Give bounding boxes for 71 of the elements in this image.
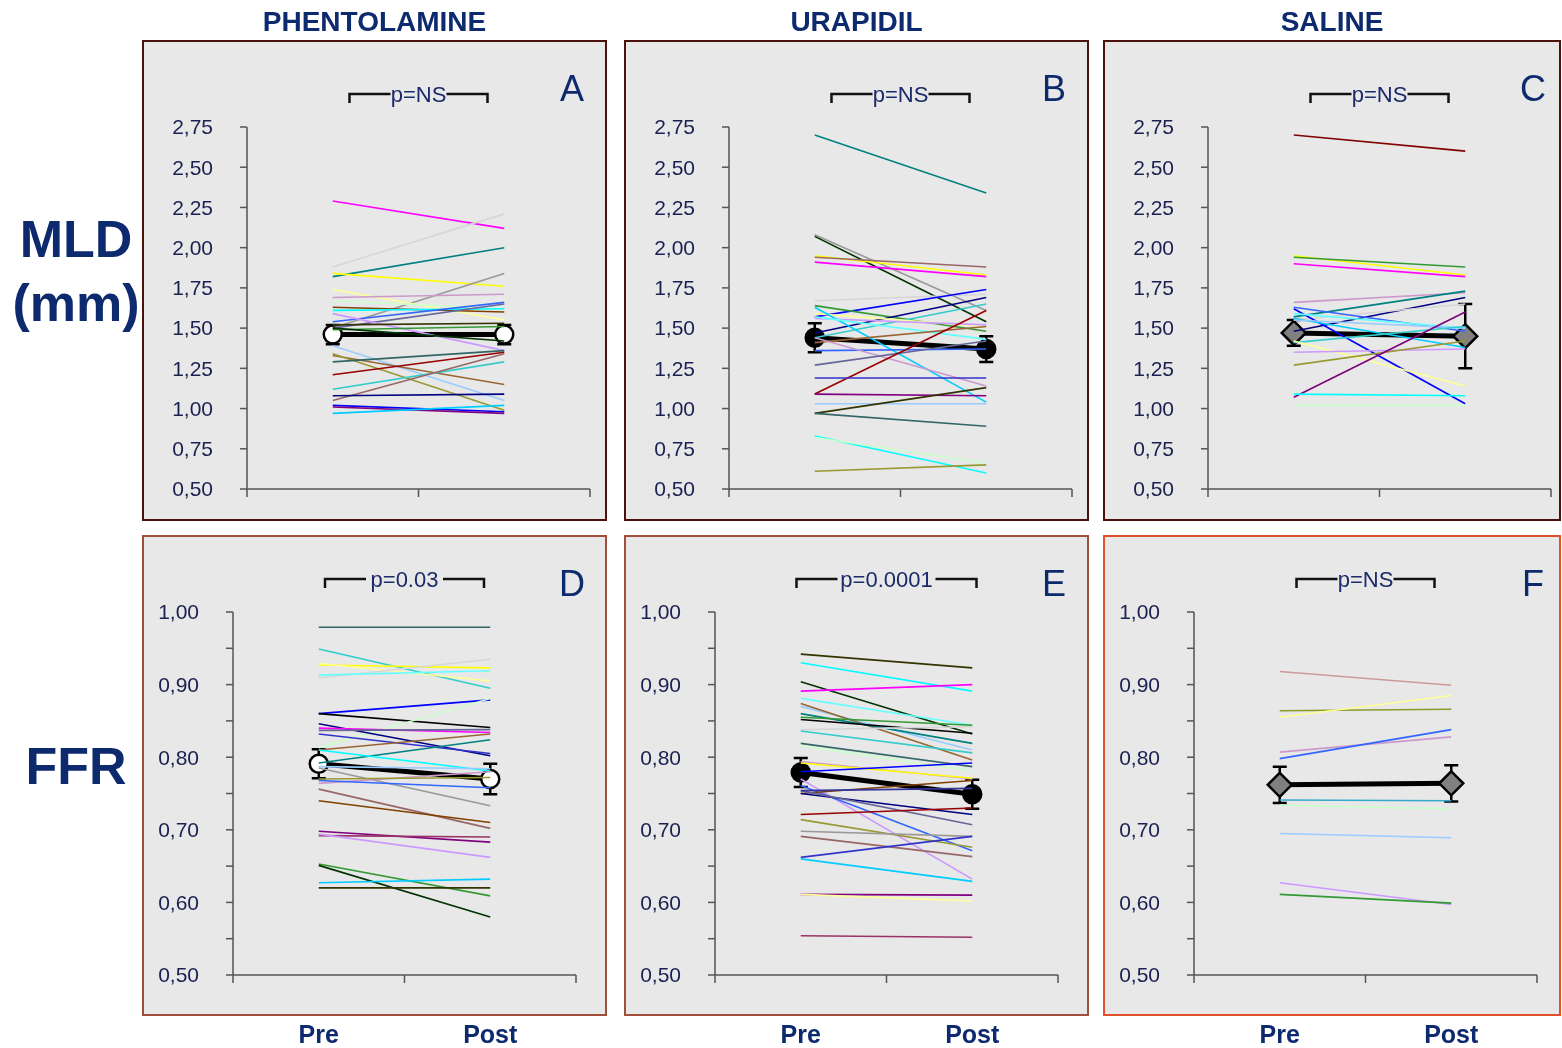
x-tick-label: Post (945, 1020, 1001, 1048)
y-tick-label: 2,00 (172, 236, 213, 260)
y-tick-label: 1,00 (654, 396, 695, 420)
y-tick-label: 2,50 (172, 155, 213, 179)
x-tick-label: Post (463, 1020, 519, 1048)
y-axis-title: FFR (25, 736, 127, 795)
y-tick-label: 2,50 (1133, 155, 1174, 179)
x-tick-label: Pre (780, 1020, 821, 1048)
text: p=NS (872, 81, 929, 107)
y-tick-label: 1,75 (654, 276, 695, 300)
y-tick-label: 0,70 (158, 818, 199, 842)
chart-title: SALINE (1280, 6, 1384, 37)
y-tick-label: 1,25 (172, 356, 213, 380)
y-tick-label: 0,90 (158, 672, 199, 696)
y-tick-label: 2,75 (1133, 115, 1174, 139)
text: p=NS (1337, 566, 1394, 592)
y-tick-label: 0,80 (158, 745, 199, 769)
y-tick-label: 0,50 (158, 963, 199, 987)
y-tick-label: 1,00 (158, 600, 199, 624)
y-tick-label: 0,50 (654, 477, 695, 501)
x-tick-label: Pre (1259, 1020, 1300, 1048)
y-tick-label: 2,25 (172, 195, 213, 219)
y-tick-label: 0,75 (654, 437, 695, 461)
y-tick-label: 1,50 (1133, 316, 1174, 340)
y-tick-label: 2,75 (654, 115, 695, 139)
y-tick-label: 0,50 (1119, 963, 1160, 987)
x-tick-label: Post (1424, 1020, 1480, 1048)
y-axis-title: MLD (mm) (12, 209, 140, 332)
y-tick-label: 0,60 (1119, 890, 1160, 914)
text: p=0.03 (370, 566, 439, 592)
y-tick-label: 1,50 (654, 316, 695, 340)
x-tick-label: Pre (298, 1020, 339, 1048)
y-tick-label: 1,25 (654, 356, 695, 380)
y-tick-label: 0,50 (172, 477, 213, 501)
text: B (1041, 68, 1067, 109)
y-tick-label: 1,25 (1133, 356, 1174, 380)
y-tick-label: 2,75 (172, 115, 213, 139)
text: E (1041, 563, 1067, 604)
y-tick-label: 0,75 (172, 437, 213, 461)
y-tick-label: 0,75 (1133, 437, 1174, 461)
text: p=NS (390, 81, 447, 107)
y-tick-label: 0,60 (640, 890, 681, 914)
chart-title: URAPIDIL (790, 6, 923, 37)
y-tick-label: 1,00 (1119, 600, 1160, 624)
text: F (1522, 563, 1544, 604)
text: C (1520, 68, 1546, 109)
y-tick-label: 2,00 (654, 236, 695, 260)
y-tick-label: 0,50 (640, 963, 681, 987)
y-tick-label: 0,70 (640, 818, 681, 842)
y-tick-label: 0,90 (640, 672, 681, 696)
y-tick-label: 1,00 (172, 396, 213, 420)
y-tick-label: 0,90 (1119, 672, 1160, 696)
text: p=NS (1351, 81, 1408, 107)
text: A (559, 68, 585, 109)
y-tick-label: 2,50 (654, 155, 695, 179)
text: p=0.0001 (840, 566, 933, 592)
y-tick-label: 1,75 (172, 276, 213, 300)
y-tick-label: 0,50 (1133, 477, 1174, 501)
y-tick-label: 0,70 (1119, 818, 1160, 842)
y-tick-label: 1,00 (640, 600, 681, 624)
chart-title: PHENTOLAMINE (262, 6, 487, 37)
y-tick-label: 0,80 (640, 745, 681, 769)
y-tick-label: 1,00 (1133, 396, 1174, 420)
y-tick-label: 1,50 (172, 316, 213, 340)
y-tick-label: 1,75 (1133, 276, 1174, 300)
y-tick-label: 0,80 (1119, 745, 1160, 769)
text: D (559, 563, 585, 604)
y-tick-label: 0,60 (158, 890, 199, 914)
y-tick-label: 2,25 (1133, 195, 1174, 219)
y-tick-label: 2,00 (1133, 236, 1174, 260)
y-tick-label: 2,25 (654, 195, 695, 219)
